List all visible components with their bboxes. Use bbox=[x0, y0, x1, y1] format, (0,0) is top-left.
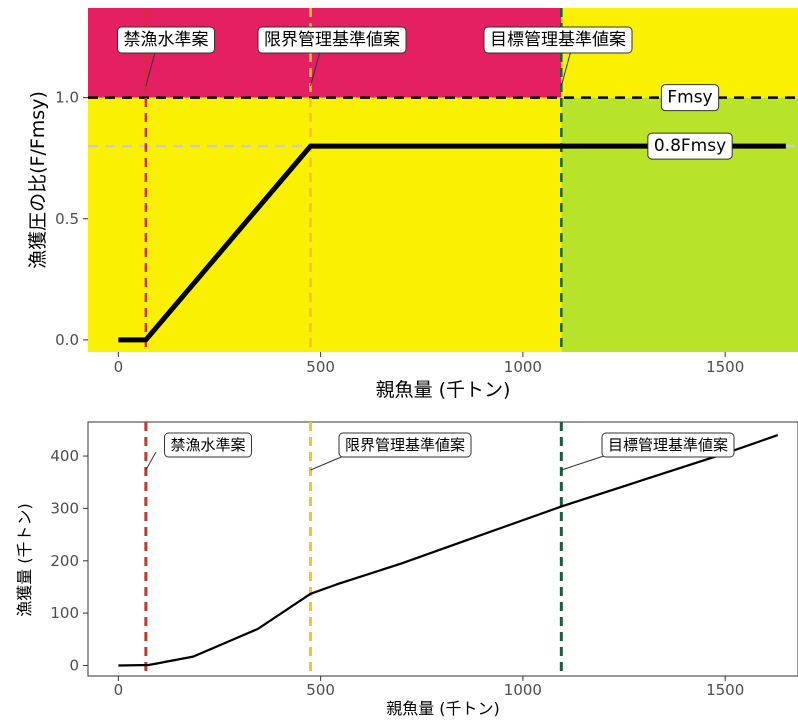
x-tick-label: 500 bbox=[306, 358, 335, 376]
vline-target-reference-label-box bbox=[483, 26, 633, 54]
vline-limit-reference-label-text: 限界管理基準値案 bbox=[264, 30, 400, 50]
vline-ban-level-label-text: 禁漁水準案 bbox=[170, 436, 245, 454]
vline-target-reference-label-box bbox=[601, 432, 735, 458]
x-tick-label: 1500 bbox=[706, 358, 744, 376]
y-axis-title: 漁獲圧の比(F/Fmsy) bbox=[27, 91, 49, 269]
x-tick-label: 1000 bbox=[504, 358, 542, 376]
vline-ban-level-label-box bbox=[117, 26, 215, 54]
top-chart-panel: 禁漁水準案 限界管理基準値案 目標管理基準値案 Fmsy 0.8Fmsy 0 500 1000… bbox=[27, 8, 798, 401]
vline-ban-level-label-box bbox=[163, 432, 253, 458]
vline-limit-reference-label-text: 限界管理基準値案 bbox=[345, 436, 465, 454]
fmsy08-label-box bbox=[647, 132, 733, 160]
vline-limit-reference-label-box bbox=[338, 432, 472, 458]
vline-target-reference-leader bbox=[560, 52, 571, 87]
y-axis-title: 漁獲量 (千トン) bbox=[15, 503, 34, 617]
x-axis-title: 親魚量 (千トン) bbox=[376, 379, 511, 401]
vline-limit-reference-leader bbox=[310, 52, 320, 87]
fmsy-label-box bbox=[660, 84, 720, 112]
catch-line bbox=[118, 434, 779, 667]
x-tick-label: 0 bbox=[114, 681, 124, 699]
zone-caution-lower bbox=[88, 97, 562, 352]
vline-target-reference-label-text: 目標管理基準値案 bbox=[490, 30, 626, 50]
y-tick-label: 0 bbox=[69, 657, 79, 675]
y-tick-label: 100 bbox=[50, 604, 79, 622]
fmsy08-label-text: 0.8Fmsy bbox=[654, 136, 726, 156]
vline-ban-level-label-text: 禁漁水準案 bbox=[124, 30, 209, 50]
hcr-line bbox=[118, 143, 786, 343]
y-tick-label: 400 bbox=[50, 447, 79, 465]
y-tick-label: 1.0 bbox=[55, 89, 79, 107]
y-tick-label: 300 bbox=[50, 499, 79, 517]
x-axis-title: 親魚量 (千トン) bbox=[386, 699, 500, 718]
bottom-chart-panel: 禁漁水準案 限界管理基準値案 目標管理基準値案 0 500 1000 1500 0 100 200… bbox=[15, 421, 798, 718]
x-tick-label: 1500 bbox=[706, 681, 744, 699]
vline-target-reference-label-text: 目標管理基準値案 bbox=[608, 436, 728, 454]
y-tick-label: 0.0 bbox=[55, 331, 79, 349]
x-tick-label: 1000 bbox=[504, 681, 542, 699]
x-tick-label: 0 bbox=[114, 358, 124, 376]
x-tick-label: 500 bbox=[306, 681, 335, 699]
vline-limit-reference-label-box bbox=[257, 26, 407, 54]
fmsy-label-text: Fmsy bbox=[667, 88, 712, 108]
y-tick-label: 200 bbox=[50, 552, 79, 570]
vline-ban-level-leader bbox=[145, 451, 157, 471]
y-tick-label: 0.5 bbox=[55, 210, 79, 228]
vline-ban-level-leader bbox=[145, 52, 156, 87]
